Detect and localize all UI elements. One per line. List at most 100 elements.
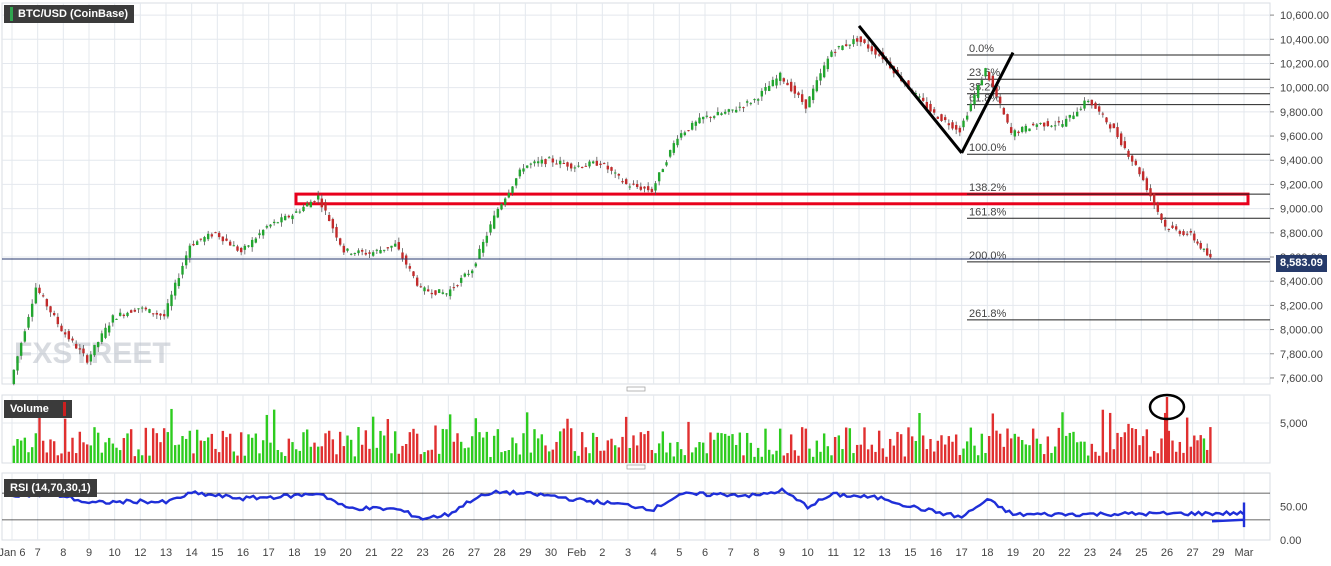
volume-bar: [907, 427, 910, 463]
volume-panel-label: Volume: [10, 403, 49, 415]
candle-body: [775, 78, 778, 86]
candle-up: [100, 330, 104, 345]
volume-bar: [1112, 449, 1116, 463]
volume-bar: [327, 430, 331, 463]
volume-bar: [210, 433, 214, 463]
volume-bar: [181, 436, 184, 463]
candle-down: [217, 230, 221, 240]
candle-up: [540, 156, 544, 167]
candle-down: [210, 232, 214, 239]
volume-bar: [170, 408, 173, 463]
candle-down: [566, 161, 569, 171]
candle-body: [327, 214, 331, 222]
candle-body: [826, 58, 830, 70]
volume-bar: [63, 418, 67, 463]
candle-body: [965, 115, 969, 120]
volume-bar: [67, 451, 71, 463]
candle-body: [423, 287, 426, 292]
candle-body: [419, 286, 423, 288]
candle-body: [1017, 131, 1020, 134]
volume-bar: [30, 447, 34, 463]
volume-bar: [621, 436, 624, 463]
candle-up: [382, 249, 386, 253]
candle-down: [38, 284, 41, 295]
volume-bar: [786, 453, 789, 463]
volume-bar: [126, 433, 129, 463]
candle-body: [294, 211, 298, 213]
date-axis-label: 10: [802, 547, 814, 559]
volume-bar: [261, 440, 265, 463]
candle-up: [1050, 125, 1053, 128]
candle-body: [617, 174, 621, 176]
candle-up: [1202, 248, 1206, 253]
volume-bar: [624, 416, 628, 463]
candle-down: [331, 217, 335, 233]
candle-body: [621, 181, 624, 183]
volume-bar: [701, 442, 705, 463]
candle-up: [232, 241, 236, 247]
volume-bar: [287, 438, 291, 463]
volume-bar: [320, 446, 324, 463]
candle-down: [1167, 228, 1171, 233]
candle-up: [467, 269, 470, 277]
candle-up: [749, 102, 753, 106]
candle-body: [305, 203, 309, 207]
volume-bar: [1138, 445, 1141, 463]
volume-bar: [925, 449, 929, 463]
candle-up: [206, 230, 210, 242]
candle-down: [199, 238, 203, 242]
volume-bar: [1149, 456, 1152, 463]
candle-up: [657, 172, 661, 186]
volume-bar: [551, 449, 555, 463]
candle-body: [602, 163, 606, 165]
volume-bar: [881, 448, 885, 463]
candle-body: [547, 157, 551, 159]
candle-down: [1130, 154, 1134, 167]
candle-body: [555, 163, 558, 165]
volume-bar: [45, 452, 49, 463]
candle-up: [489, 221, 492, 236]
candle-body: [540, 159, 544, 164]
volume-bar: [463, 448, 467, 463]
candle-body: [863, 39, 866, 43]
candle-body: [166, 303, 170, 317]
volume-bar: [52, 441, 56, 463]
volume-bar: [863, 427, 866, 463]
candle-body: [129, 310, 133, 313]
volume-bar: [1097, 455, 1101, 463]
volume-bar: [302, 432, 305, 463]
candle-body: [56, 316, 60, 325]
volume-bar: [811, 456, 815, 463]
candle-body: [1127, 150, 1130, 157]
candle-body: [855, 38, 859, 42]
candle-body: [467, 273, 470, 275]
volume-bar: [650, 449, 654, 463]
candle-body: [1193, 233, 1196, 241]
candle-body: [173, 282, 177, 296]
candle-body: [434, 290, 437, 295]
date-axis-label: 21: [365, 547, 377, 559]
candle-up: [500, 202, 503, 211]
volume-bar: [430, 449, 434, 463]
volume-bar: [192, 453, 195, 463]
date-axis-label: 15: [904, 547, 916, 559]
volume-bar: [1202, 438, 1206, 463]
candle-up: [280, 213, 283, 227]
volume-bar: [338, 431, 342, 463]
candle-down: [855, 35, 859, 47]
candle-down: [782, 77, 786, 85]
candle-down: [221, 236, 225, 245]
volume-bar: [1171, 440, 1174, 463]
candle-down: [998, 93, 1002, 109]
candle-body: [1163, 219, 1167, 227]
volume-bar: [826, 446, 830, 463]
support-zone-box: [294, 192, 1250, 206]
volume-bar: [940, 435, 943, 463]
candle-body: [23, 331, 27, 342]
candle-body: [283, 215, 287, 221]
candle-body: [1020, 126, 1024, 132]
candle-up: [962, 118, 965, 131]
candle-body: [34, 287, 38, 304]
candle-body: [998, 96, 1002, 104]
volume-bar: [104, 442, 107, 463]
